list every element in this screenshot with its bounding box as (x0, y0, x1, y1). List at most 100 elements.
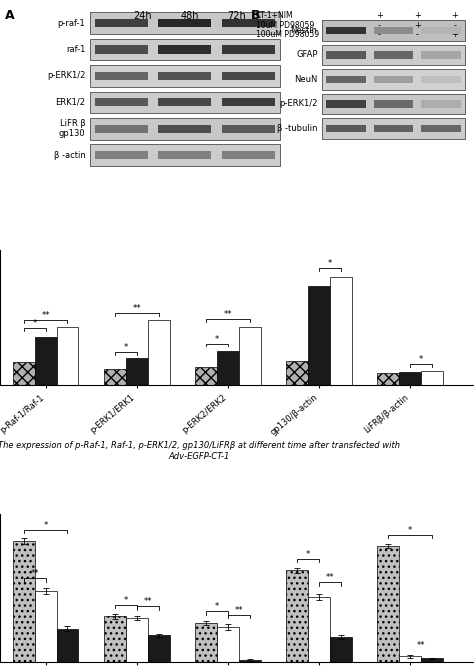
Bar (95, 98, 148, 106)
Bar (90, 65, 280, 87)
Text: *: * (44, 520, 48, 530)
Text: NeuN: NeuN (294, 75, 318, 84)
Bar (158, 72, 211, 80)
Text: *: * (215, 602, 219, 611)
Bar (35, 337, 56, 385)
Bar (421, 124, 461, 132)
Text: p-ERK1/2: p-ERK1/2 (47, 72, 85, 80)
Text: **: ** (326, 573, 334, 582)
Bar (322, 94, 465, 114)
Bar (326, 124, 366, 132)
Bar (195, 623, 217, 662)
Bar (421, 371, 443, 385)
Text: 24h: 24h (133, 11, 152, 21)
Bar (221, 72, 274, 80)
Text: **: ** (235, 606, 243, 615)
Text: p-raf-1: p-raf-1 (57, 19, 85, 27)
Bar (326, 100, 366, 108)
Text: *: * (328, 260, 332, 268)
Text: **: ** (144, 597, 152, 606)
Text: *: * (419, 355, 423, 365)
Bar (104, 616, 126, 662)
Bar (377, 373, 399, 385)
Bar (322, 20, 465, 41)
Bar (95, 19, 148, 27)
Text: -: - (378, 30, 381, 39)
Bar (158, 45, 211, 54)
Bar (308, 286, 330, 385)
Text: *: * (33, 320, 37, 328)
Bar (221, 98, 274, 106)
Bar (326, 51, 366, 59)
Text: ERK1/2: ERK1/2 (55, 98, 85, 107)
Bar (239, 326, 261, 385)
Text: raf-1: raf-1 (66, 45, 85, 54)
Bar (374, 27, 413, 34)
Text: 72h: 72h (228, 11, 246, 21)
Bar (286, 571, 308, 662)
Text: *: * (215, 334, 219, 344)
Bar (374, 124, 413, 132)
Text: β -tubulin: β -tubulin (277, 124, 318, 133)
Bar (374, 51, 413, 59)
Bar (421, 27, 461, 34)
Bar (330, 278, 352, 385)
Bar (95, 151, 148, 159)
Text: -: - (416, 30, 419, 39)
Text: +: + (414, 21, 420, 30)
Bar (326, 27, 366, 34)
Text: *: * (306, 550, 310, 559)
Text: The expression of p-Raf-1, Raf-1, p-ERK1/2, gp130/LiFRβ at different time after : The expression of p-Raf-1, Raf-1, p-ERK1… (0, 441, 400, 460)
Bar (326, 76, 366, 84)
Bar (148, 320, 170, 385)
Text: LiFR β
gp130: LiFR β gp130 (59, 119, 85, 138)
Bar (90, 12, 280, 34)
Bar (13, 541, 35, 662)
Bar (56, 326, 78, 385)
Bar (221, 151, 274, 159)
Text: *: * (124, 595, 128, 605)
Text: +: + (414, 11, 420, 20)
Text: **: ** (41, 311, 50, 320)
Bar (95, 72, 148, 80)
Bar (221, 124, 274, 133)
Bar (421, 658, 443, 662)
Bar (374, 76, 413, 84)
Bar (421, 76, 461, 84)
Bar (90, 39, 280, 60)
Text: +: + (376, 11, 383, 20)
Bar (104, 369, 126, 385)
Text: +: + (452, 11, 458, 20)
Bar (330, 637, 352, 662)
Bar (158, 124, 211, 133)
Text: Nestin: Nestin (291, 26, 318, 35)
Text: **: ** (30, 569, 39, 579)
Bar (95, 124, 148, 133)
Text: +: + (452, 30, 458, 39)
Text: -: - (454, 21, 456, 30)
Bar (399, 371, 421, 385)
Bar (399, 656, 421, 662)
Bar (377, 546, 399, 662)
Bar (322, 118, 465, 138)
Bar (421, 51, 461, 59)
Text: CT-1+NIM: CT-1+NIM (256, 11, 293, 20)
Bar (195, 367, 217, 385)
Bar (35, 591, 56, 662)
Text: B: B (251, 9, 261, 21)
Bar (421, 100, 461, 108)
Bar (95, 45, 148, 54)
Bar (126, 358, 148, 385)
Text: p-ERK1/2: p-ERK1/2 (279, 100, 318, 108)
Bar (286, 361, 308, 385)
Bar (221, 45, 274, 54)
Text: 100uM PD98059: 100uM PD98059 (256, 30, 319, 39)
Bar (126, 618, 148, 662)
Bar (308, 597, 330, 662)
Text: A: A (5, 9, 14, 21)
Bar (90, 145, 280, 166)
Bar (90, 118, 280, 140)
Bar (322, 45, 465, 65)
Bar (158, 151, 211, 159)
Text: β -actin: β -actin (54, 151, 85, 160)
